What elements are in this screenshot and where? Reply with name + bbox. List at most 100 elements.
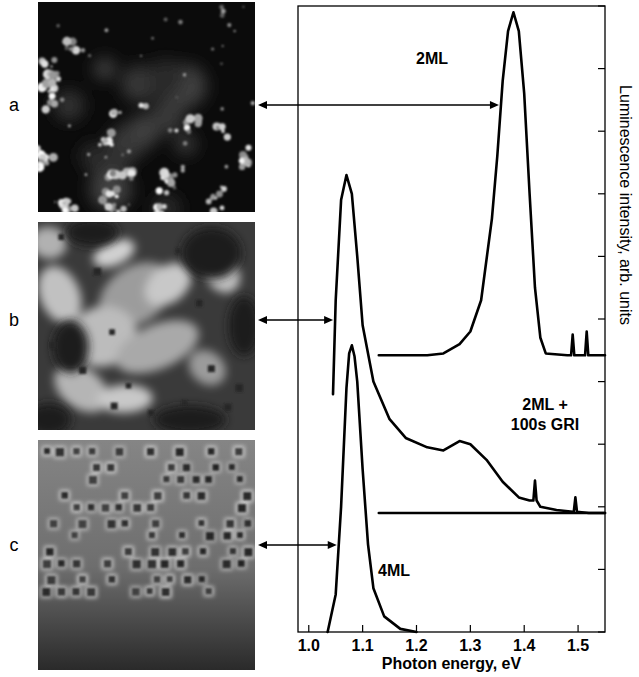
- bright-spot: [62, 207, 68, 212]
- bright-spot: [48, 78, 56, 86]
- figure: abc1.01.11.21.31.41.52ML2ML +100s GRI4ML…: [0, 0, 639, 677]
- dark-square: [236, 384, 244, 392]
- dark-square: [111, 403, 118, 410]
- bright-spot: [210, 207, 218, 212]
- bright-spot: [51, 57, 57, 63]
- speck: [225, 165, 229, 169]
- dark-square: [161, 560, 169, 568]
- dark-square: [238, 560, 245, 567]
- bright-spot: [206, 199, 212, 205]
- speck: [151, 37, 154, 40]
- micrograph-ground: [38, 222, 255, 430]
- bright-spot: [138, 103, 143, 108]
- halo: [166, 462, 177, 473]
- halo: [224, 518, 236, 530]
- halo: [44, 546, 56, 558]
- bright-spot: [48, 100, 54, 106]
- arrow-shaft: [265, 544, 330, 545]
- dark-square: [149, 532, 155, 538]
- speck: [87, 153, 90, 156]
- bright-spot: [98, 143, 102, 147]
- dark-square: [148, 560, 156, 568]
- series-label: 2ML: [416, 50, 448, 67]
- bright-spot: [106, 190, 113, 197]
- speck: [85, 173, 88, 176]
- halo: [206, 446, 217, 457]
- dark-square: [116, 448, 124, 456]
- halo: [177, 530, 187, 540]
- series-label: 2ML +100s GRI: [511, 396, 579, 433]
- halo: [85, 586, 97, 598]
- halo: [160, 586, 172, 598]
- halo: [76, 518, 88, 530]
- bright-spot: [216, 191, 223, 198]
- halo: [242, 518, 253, 529]
- series-label: 4ML: [378, 562, 410, 579]
- dark-square: [102, 504, 110, 512]
- bright-spot: [112, 203, 116, 207]
- spectrum-line: [379, 512, 605, 515]
- bright-spot: [211, 194, 216, 199]
- label-line: 2ML: [416, 50, 448, 67]
- x-tick: [577, 625, 578, 632]
- halo: [87, 474, 99, 486]
- bright-spot: [194, 114, 203, 123]
- dark-region: [53, 321, 89, 373]
- halo: [181, 462, 192, 473]
- bright-spot: [116, 209, 121, 212]
- speck: [211, 47, 214, 50]
- dark-square: [222, 560, 230, 568]
- dark-square: [193, 476, 200, 483]
- bright-spot: [49, 93, 56, 100]
- dark-square: [47, 576, 55, 584]
- bright-spots: [38, 5, 255, 212]
- bright-region: [182, 343, 233, 393]
- dark-square: [244, 548, 252, 556]
- x-tick: [308, 625, 309, 632]
- speck: [242, 6, 244, 8]
- bright-spot: [221, 130, 225, 134]
- dark-square: [183, 464, 190, 471]
- x-tick-label: 1.2: [405, 637, 427, 654]
- y-tick: [598, 318, 605, 319]
- halo: [235, 530, 245, 540]
- dark-square: [93, 268, 101, 276]
- dark-square: [73, 560, 81, 568]
- bright-spot: [220, 205, 225, 210]
- dark-region: [66, 222, 118, 246]
- halo: [166, 546, 178, 558]
- arrow-head: [328, 541, 337, 549]
- micrograph: [38, 440, 255, 670]
- speck: [105, 28, 109, 32]
- bright-region: [96, 384, 153, 414]
- bright-spot: [62, 198, 69, 205]
- speck: [128, 203, 131, 206]
- halo: [220, 558, 232, 570]
- speck: [81, 48, 86, 53]
- dark-square: [168, 464, 175, 471]
- haze-spot: [175, 133, 197, 155]
- dark-square: [107, 520, 115, 528]
- dark-square: [205, 588, 211, 594]
- x-tick-label: 1.4: [513, 637, 535, 654]
- dark-square: [235, 448, 242, 455]
- dark-square: [108, 576, 115, 583]
- halo: [161, 474, 171, 484]
- dark-square: [182, 400, 187, 405]
- y-tick: [598, 444, 605, 445]
- halo: [175, 474, 186, 485]
- dark-square: [243, 492, 251, 500]
- dark-square: [148, 410, 154, 416]
- x-tick-label: 1.0: [298, 637, 320, 654]
- dark-square: [151, 548, 159, 556]
- halo: [56, 558, 67, 569]
- bright-spot: [159, 168, 169, 178]
- dark-square: [73, 448, 80, 455]
- x-tick-label: 1.5: [567, 637, 589, 654]
- speck: [104, 156, 107, 159]
- bright-spot: [98, 195, 107, 204]
- speck: [140, 55, 142, 57]
- halo: [236, 502, 248, 514]
- arrow-head: [258, 316, 267, 324]
- halo: [233, 446, 244, 457]
